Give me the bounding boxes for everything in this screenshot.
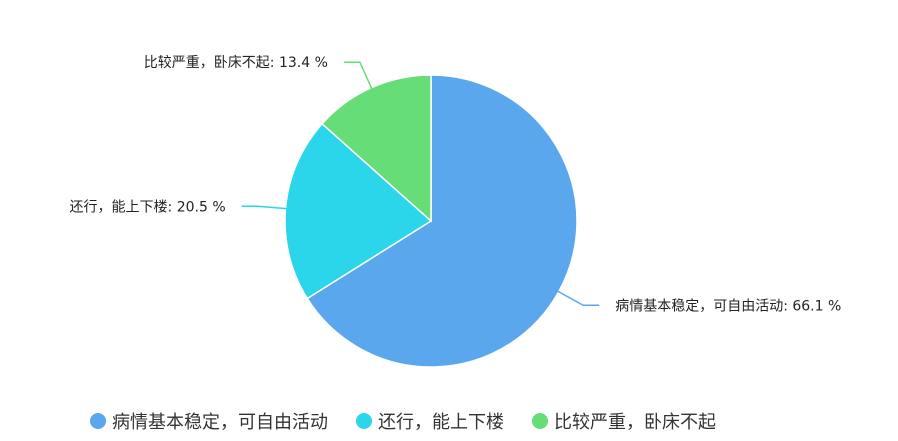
legend-marker [532, 413, 548, 429]
legend-label: 比较严重，卧床不起 [554, 412, 716, 433]
data-label-0: 病情基本稳定，可自由活动: 66.1 % [615, 297, 841, 314]
legend-label: 还行，能上下楼 [378, 412, 504, 433]
leader-line-0 [551, 287, 600, 307]
legend-item-stable[interactable]: 病情基本稳定，可自由活动 [90, 408, 328, 434]
legend: 病情基本稳定，可自由活动 还行，能上下楼 比较严重，卧床不起 [90, 408, 716, 434]
legend-marker [90, 413, 106, 429]
legend-item-severe[interactable]: 比较严重，卧床不起 [532, 408, 716, 434]
legend-item-ok[interactable]: 还行，能上下楼 [356, 408, 504, 434]
legend-marker [356, 413, 372, 429]
legend-label: 病情基本稳定，可自由活动 [112, 412, 328, 433]
leader-line-1 [241, 205, 294, 211]
data-label-1: 还行，能上下楼: 20.5 % [70, 199, 226, 215]
leader-line-2 [343, 61, 376, 96]
data-label-2: 比较严重，卧床不起: 13.4 % [144, 55, 328, 71]
